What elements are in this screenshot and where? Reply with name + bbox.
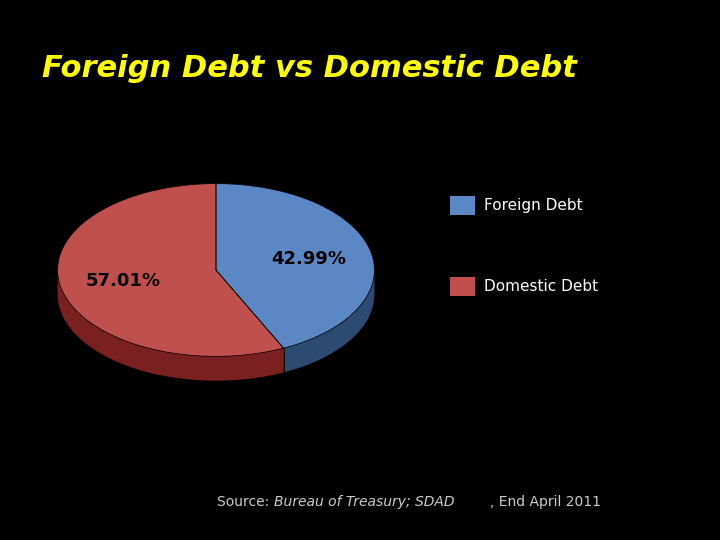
Polygon shape bbox=[284, 269, 374, 373]
Text: Domestic Debt: Domestic Debt bbox=[484, 279, 598, 294]
Polygon shape bbox=[58, 268, 284, 381]
Text: Foreign Debt vs Domestic Debt: Foreign Debt vs Domestic Debt bbox=[42, 54, 577, 83]
Text: 42.99%: 42.99% bbox=[271, 249, 346, 268]
Bar bbox=[450, 195, 475, 214]
Text: , End April 2011: , End April 2011 bbox=[490, 495, 600, 509]
Polygon shape bbox=[216, 184, 374, 348]
Polygon shape bbox=[58, 184, 284, 356]
Text: Bureau of Treasury; SDAD: Bureau of Treasury; SDAD bbox=[274, 495, 454, 509]
Text: Foreign Debt: Foreign Debt bbox=[484, 198, 582, 213]
Text: 57.01%: 57.01% bbox=[86, 272, 161, 291]
Text: Source:: Source: bbox=[217, 495, 274, 509]
Bar bbox=[450, 277, 475, 296]
